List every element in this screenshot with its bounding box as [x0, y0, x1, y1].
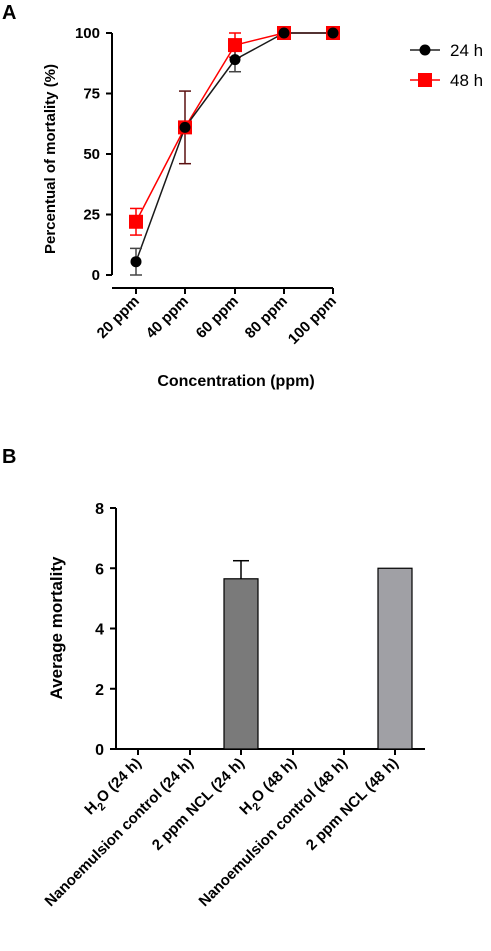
data-point-48h [129, 214, 143, 229]
legend-label: 48 h [450, 71, 483, 90]
legend-a: 24 h 48 h [410, 41, 483, 90]
y-tick-label-a: 25 [83, 207, 100, 224]
x-tick-label-a: 80 ppm [242, 293, 291, 342]
y-tick-label-a: 100 [75, 25, 100, 42]
x-tick-label-a: 40 ppm [143, 293, 192, 342]
data-point-24h [229, 54, 241, 66]
data-point-24h [327, 27, 339, 39]
x-tick-label-a: 100 ppm [285, 293, 340, 348]
y-axis-title-b: Average mortality [47, 556, 66, 700]
legend-marker-24h [419, 44, 431, 56]
x-tick-label-part: 2 ppm NCL (24 h) [149, 755, 248, 854]
y-tick-label-b: 8 [95, 501, 104, 518]
y-tick-label-b: 4 [95, 622, 104, 639]
chart-a: A 0 25 50 75 100 20 ppm 40 ppm 60 ppm 80 ppm100… [2, 2, 483, 390]
legend-marker-48h [418, 73, 432, 87]
y-tick-label-b: 0 [95, 742, 104, 759]
data-point-48h [228, 38, 242, 53]
data-point-24h [130, 256, 142, 268]
bar [377, 567, 413, 750]
x-tick-label-a: 60 ppm [193, 293, 242, 342]
data-point-24h [278, 27, 290, 39]
y-axis-title-a: Percentual of mortality (%) [42, 64, 59, 254]
x-axis-title-a: Concentration (ppm) [157, 373, 314, 390]
panel-label-b: B [2, 446, 16, 468]
y-tick-label-a: 75 [83, 86, 100, 103]
y-tick-label-a: 50 [83, 146, 100, 163]
data-point-24h [179, 121, 191, 133]
bar [223, 578, 259, 750]
x-tick-label-b: 2 ppm NCL (24 h) [149, 755, 248, 854]
y-tick-label-b: 2 [95, 682, 104, 699]
x-tick-label-part: O (24 h) [93, 755, 145, 807]
y-tick-label-b: 6 [95, 561, 104, 578]
x-tick-label-part: O (48 h) [248, 755, 300, 807]
panel-label-a: A [2, 2, 16, 24]
x-tick-label-b: 2 ppm NCL (48 h) [303, 755, 402, 854]
y-tick-label-a: 0 [92, 267, 100, 284]
x-tick-label-part: 2 ppm NCL (48 h) [303, 755, 402, 854]
legend-label: 24 h [450, 41, 483, 60]
x-tick-label-a: 20 ppm [94, 293, 143, 342]
